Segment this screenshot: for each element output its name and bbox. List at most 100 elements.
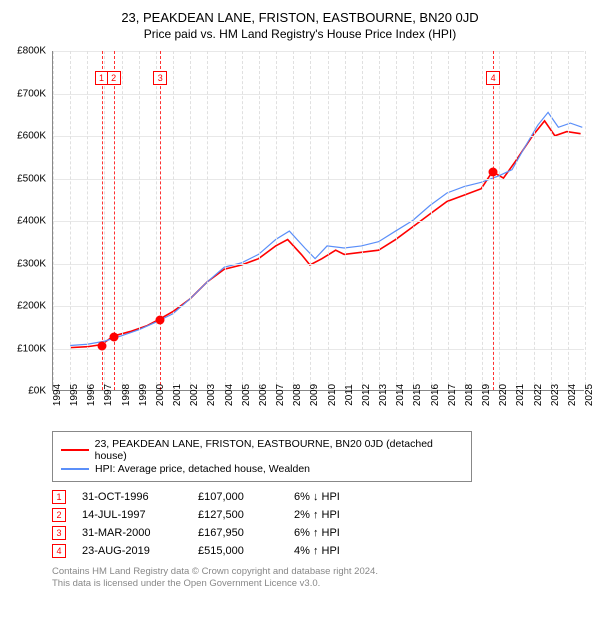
x-tick-label: 2019 bbox=[481, 384, 492, 406]
x-tick-label: 2010 bbox=[327, 384, 338, 406]
x-tick-label: 2009 bbox=[309, 384, 320, 406]
v-gridline bbox=[259, 51, 260, 390]
x-tick-label: 2013 bbox=[378, 384, 389, 406]
event-price: £107,000 bbox=[198, 491, 278, 503]
x-tick-label: 2015 bbox=[412, 384, 423, 406]
v-gridline bbox=[190, 51, 191, 390]
y-tick-label: £0K bbox=[28, 386, 46, 397]
event-marker: 1 bbox=[52, 490, 66, 504]
marker-line bbox=[102, 51, 103, 390]
events-table: 131-OCT-1996£107,0006% ↓ HPI214-JUL-1997… bbox=[52, 490, 590, 558]
h-gridline bbox=[53, 136, 584, 137]
data-point bbox=[489, 168, 498, 177]
marker-line bbox=[493, 51, 494, 390]
chart-area: £0K£100K£200K£300K£400K£500K£600K£700K£8… bbox=[10, 51, 590, 421]
event-row: 331-MAR-2000£167,9506% ↑ HPI bbox=[52, 526, 590, 540]
h-gridline bbox=[53, 221, 584, 222]
footnote: Contains HM Land Registry data © Crown c… bbox=[52, 566, 590, 591]
x-tick-label: 2005 bbox=[241, 384, 252, 406]
v-gridline bbox=[156, 51, 157, 390]
x-tick-label: 2011 bbox=[344, 384, 355, 406]
event-price: £515,000 bbox=[198, 545, 278, 557]
x-tick-label: 2020 bbox=[498, 384, 509, 406]
y-tick-label: £500K bbox=[17, 173, 46, 184]
h-gridline bbox=[53, 179, 584, 180]
x-tick-label: 2017 bbox=[447, 384, 458, 406]
legend: 23, PEAKDEAN LANE, FRISTON, EASTBOURNE, … bbox=[52, 431, 472, 482]
x-tick-label: 1998 bbox=[121, 384, 132, 406]
plot-area: 1234 bbox=[52, 51, 584, 391]
x-tick-label: 1999 bbox=[138, 384, 149, 406]
v-gridline bbox=[53, 51, 54, 390]
v-gridline bbox=[104, 51, 105, 390]
x-tick-label: 2025 bbox=[584, 384, 595, 406]
v-gridline bbox=[431, 51, 432, 390]
x-tick-label: 2018 bbox=[464, 384, 475, 406]
v-gridline bbox=[139, 51, 140, 390]
v-gridline bbox=[122, 51, 123, 390]
v-gridline bbox=[534, 51, 535, 390]
series-line-price_paid bbox=[70, 121, 580, 348]
x-tick-label: 1994 bbox=[52, 384, 63, 406]
legend-swatch bbox=[61, 468, 89, 470]
event-marker: 4 bbox=[52, 544, 66, 558]
footnote-line: This data is licensed under the Open Gov… bbox=[52, 578, 590, 590]
legend-label: 23, PEAKDEAN LANE, FRISTON, EASTBOURNE, … bbox=[95, 438, 463, 462]
x-tick-label: 2022 bbox=[533, 384, 544, 406]
v-gridline bbox=[276, 51, 277, 390]
x-tick-label: 2014 bbox=[395, 384, 406, 406]
data-point bbox=[97, 341, 106, 350]
v-gridline bbox=[568, 51, 569, 390]
event-date: 23-AUG-2019 bbox=[82, 545, 182, 557]
x-tick-label: 2001 bbox=[172, 384, 183, 406]
x-tick-label: 2006 bbox=[258, 384, 269, 406]
event-date: 14-JUL-1997 bbox=[82, 509, 182, 521]
legend-label: HPI: Average price, detached house, Weal… bbox=[95, 463, 310, 475]
event-row: 2 14-JUL-1997 £127,500 2% ↑ HPI bbox=[52, 508, 590, 522]
x-tick-label: 2002 bbox=[189, 384, 200, 406]
x-tick-label: 2000 bbox=[155, 384, 166, 406]
x-tick-label: 2003 bbox=[206, 384, 217, 406]
event-diff: 4% ↑ HPI bbox=[294, 545, 374, 557]
chart-container: 23, PEAKDEAN LANE, FRISTON, EASTBOURNE, … bbox=[0, 0, 600, 599]
data-point bbox=[156, 315, 165, 324]
h-gridline bbox=[53, 94, 584, 95]
v-gridline bbox=[70, 51, 71, 390]
marker-line bbox=[160, 51, 161, 390]
x-tick-label: 1996 bbox=[86, 384, 97, 406]
event-row: 131-OCT-1996£107,0006% ↓ HPI bbox=[52, 490, 590, 504]
v-gridline bbox=[310, 51, 311, 390]
series-line-hpi bbox=[70, 112, 582, 345]
marker-label: 3 bbox=[153, 71, 167, 85]
event-date: 31-OCT-1996 bbox=[82, 491, 182, 503]
v-gridline bbox=[516, 51, 517, 390]
x-axis: 1994199519961997199819992000200120022003… bbox=[52, 391, 584, 421]
v-gridline bbox=[499, 51, 500, 390]
y-tick-label: £800K bbox=[17, 46, 46, 57]
event-marker: 2 bbox=[52, 508, 66, 522]
footnote-line: Contains HM Land Registry data © Crown c… bbox=[52, 566, 590, 578]
v-gridline bbox=[293, 51, 294, 390]
v-gridline bbox=[379, 51, 380, 390]
x-tick-label: 2021 bbox=[515, 384, 526, 406]
x-tick-label: 1995 bbox=[69, 384, 80, 406]
x-tick-label: 1997 bbox=[103, 384, 114, 406]
x-tick-label: 2016 bbox=[430, 384, 441, 406]
y-tick-label: £600K bbox=[17, 131, 46, 142]
v-gridline bbox=[207, 51, 208, 390]
event-date: 31-MAR-2000 bbox=[82, 527, 182, 539]
v-gridline bbox=[362, 51, 363, 390]
h-gridline bbox=[53, 349, 584, 350]
chart-subtitle: Price paid vs. HM Land Registry's House … bbox=[10, 27, 590, 41]
h-gridline bbox=[53, 306, 584, 307]
event-marker: 3 bbox=[52, 526, 66, 540]
event-price: £127,500 bbox=[198, 509, 278, 521]
v-gridline bbox=[225, 51, 226, 390]
legend-item: HPI: Average price, detached house, Weal… bbox=[61, 463, 463, 475]
y-tick-label: £300K bbox=[17, 258, 46, 269]
v-gridline bbox=[328, 51, 329, 390]
x-tick-label: 2007 bbox=[275, 384, 286, 406]
v-gridline bbox=[87, 51, 88, 390]
event-diff: 2% ↑ HPI bbox=[294, 509, 374, 521]
legend-swatch bbox=[61, 449, 89, 451]
